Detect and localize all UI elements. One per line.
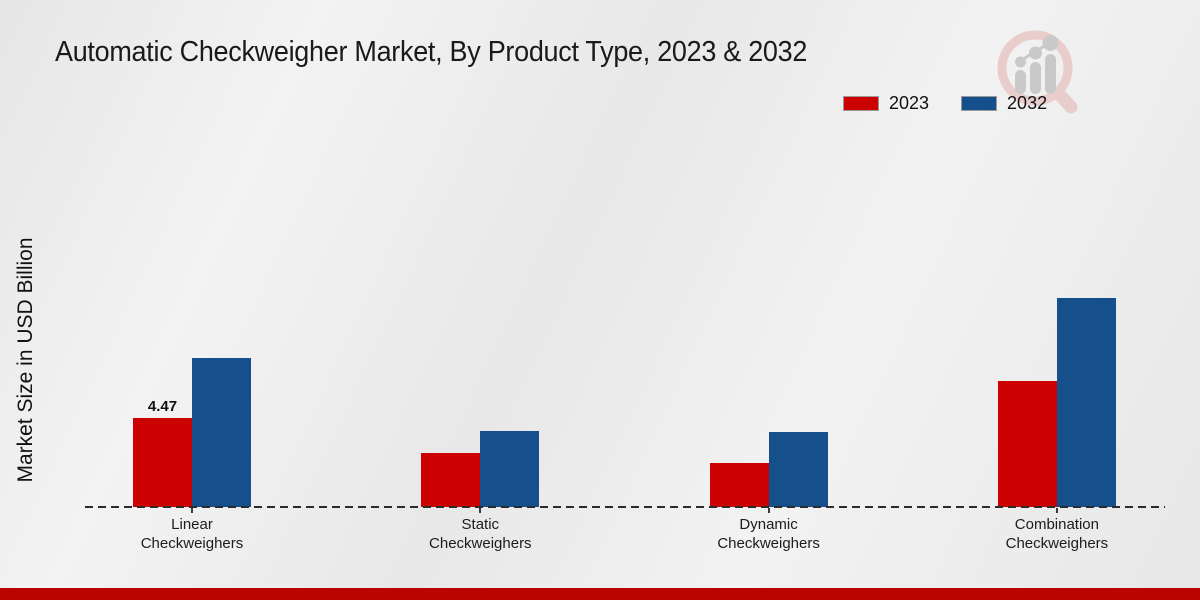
legend-item-2032: 2032 [961,93,1047,114]
data-label-2023: 4.47 [147,398,178,415]
x-axis-tick [479,508,482,513]
x-tick-label-linear-checkweighers: Linear Checkweighers [140,516,244,552]
bar-2023-dynamic-checkweighers [709,463,769,507]
bar-2023-linear-checkweighers [133,418,192,507]
chart-title: Automatic Checkweigher Market, By Produc… [55,36,808,68]
x-tick-label-dynamic-checkweighers: Dynamic Checkweighers [717,516,820,552]
bar-2032-dynamic-checkweighers [768,432,828,507]
x-axis-tick [767,508,770,513]
bar-2032-static-checkweighers [480,431,540,507]
bar-2023-combination-checkweighers [997,381,1057,507]
legend-item-2023: 2023 [843,93,929,114]
x-axis-tick [1055,508,1058,513]
bottom-red-band [0,588,1200,600]
bar-2032-linear-checkweighers [192,358,251,507]
x-axis-line [85,506,1165,508]
bar-2023-static-checkweighers [421,453,481,507]
legend-swatch-2023 [843,96,879,111]
bar-2032-combination-checkweighers [1056,298,1116,507]
legend-swatch-2032 [961,96,998,111]
legend-label-2032: 2032 [1007,93,1048,113]
x-tick-label-static-checkweighers: Static Checkweighers [429,516,532,552]
x-axis-tick [191,508,193,513]
magnifier-bar-chart-logo-icon [997,30,1078,114]
x-tick-label-combination-checkweighers: Combination Checkweighers [1005,516,1109,552]
legend: 2023 2032 [843,93,1047,114]
legend-label-2023: 2023 [889,93,930,113]
